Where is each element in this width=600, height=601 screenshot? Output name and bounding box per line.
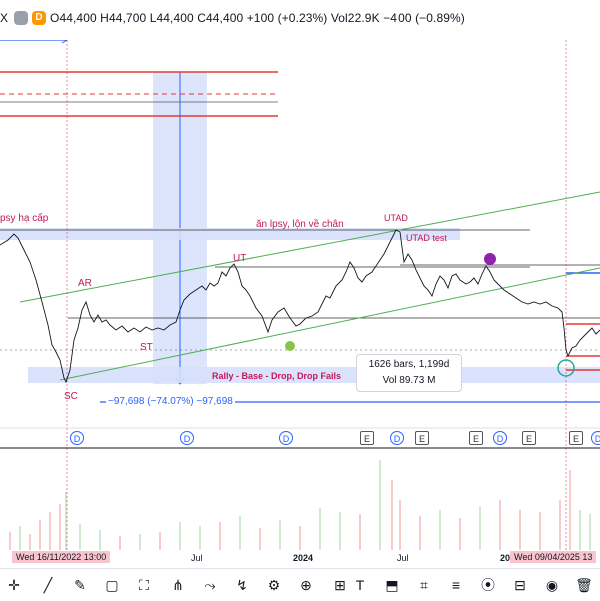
annotation-ar[interactable]: AR [78, 278, 92, 289]
drawing-toolbar: ✛ ╱ ✎ ▢ ⛶ ⋔ ⤳ ↯ ⚙ ⊕ ⊞ T ⬒ ⌗ ≡ ⦿ ⊟ ◉ 🗑 [0, 568, 600, 601]
delay-badge: D [32, 11, 47, 25]
dividend-event-icon[interactable]: D [279, 431, 293, 445]
channel-lower [59, 267, 600, 381]
ohlc-readout: O44,400 H44,700 L44,400 C44,400 +100 (+0… [50, 11, 465, 25]
forecast-icon[interactable]: ⤳ [204, 576, 216, 593]
dividend-event-icon[interactable]: D [180, 431, 194, 445]
annotation-st[interactable]: ST [140, 342, 153, 353]
visibility-icon[interactable]: ◉ [545, 576, 559, 593]
measure-volume: Vol 89.73 M [382, 375, 436, 386]
price-series [0, 229, 600, 384]
price-chart[interactable]: psy hạ cấp ăn lpsy, lộn về chân UTAD UTA… [0, 40, 600, 550]
crosshair-date-right: Wed 09/04/2025 13 [510, 551, 597, 563]
text-icon[interactable]: T [355, 577, 365, 593]
layers-icon[interactable]: ⊟ [514, 576, 526, 593]
delete-icon[interactable]: 🗑 [575, 576, 593, 593]
rectangle-icon[interactable]: ▢ [105, 576, 119, 593]
pattern-label[interactable]: Rally - Base - Drop, Drop Fails [212, 371, 342, 381]
brush-icon[interactable]: ✎ [74, 576, 86, 593]
ruler-icon[interactable]: ⊞ [334, 576, 346, 593]
measure-info-box: 1626 bars, 1,199d Vol 89.73 M [356, 354, 462, 392]
earnings-event-icon[interactable]: E [522, 431, 536, 445]
tick-jul-1: Jul [191, 553, 203, 563]
tick-2024: 2024 [293, 553, 314, 563]
settings-icon[interactable]: ⚙ [267, 576, 281, 593]
zoom-icon[interactable]: ⊕ [300, 576, 312, 593]
time-axis[interactable]: Wed 16/11/2022 13:00 Jul 2024 Jul 20 Wed… [0, 550, 600, 566]
supply-zone [0, 228, 460, 240]
pattern-icon[interactable]: ⋔ [172, 576, 184, 593]
annotation-utad[interactable]: UTAD [384, 213, 408, 223]
dividend-event-icon[interactable]: D [390, 431, 404, 445]
symbol-suffix[interactable]: X [0, 11, 9, 25]
dividend-event-icon[interactable]: D [493, 431, 507, 445]
lock-icon[interactable]: ⌗ [420, 576, 428, 593]
devil-icon [484, 253, 496, 265]
hide-icon[interactable]: ⦿ [481, 577, 495, 593]
annotation-lpsy[interactable]: ăn lpsy, lộn về chân [256, 219, 344, 230]
measure-change: −97,698 (−74.07%) −97,698 [106, 396, 235, 407]
status-badge [14, 11, 29, 25]
earnings-event-icon[interactable]: E [569, 431, 583, 445]
filter-icon[interactable]: ≡ [451, 577, 461, 593]
dividend-event-icon[interactable]: D [70, 431, 84, 445]
channel-upper [19, 191, 600, 303]
chart-canvas[interactable] [0, 40, 600, 550]
tick-year-right: 20 [500, 553, 511, 563]
symbol-header: X D O44,400 H44,700 L44,400 C44,400 +100… [0, 0, 600, 40]
line-tool-icon[interactable]: ╱ [43, 576, 53, 593]
measure-icon[interactable]: ↯ [236, 576, 248, 593]
earnings-event-icon[interactable]: E [415, 431, 429, 445]
magnet-icon[interactable]: ⬒ [385, 576, 399, 593]
measure-bars: 1626 bars, 1,199d [368, 359, 450, 370]
caterpillar-icon [285, 341, 295, 351]
marker-circle [557, 359, 575, 377]
annotation-sc[interactable]: SC [64, 391, 78, 402]
dividend-event-icon[interactable]: D [591, 431, 600, 445]
volume-histogram [9, 460, 591, 550]
crosshair-date-left: Wed 16/11/2022 13:00 [12, 551, 111, 563]
tick-jul-2: Jul [397, 553, 409, 563]
earnings-event-icon[interactable]: E [469, 431, 483, 445]
annotation-utad-test[interactable]: UTAD test [406, 233, 447, 243]
crosshair-icon[interactable]: ✛ [8, 576, 20, 593]
annotation-ut[interactable]: UT [233, 253, 247, 264]
earnings-event-icon[interactable]: E [360, 431, 374, 445]
fork-icon[interactable]: ⛶ [139, 576, 149, 593]
annotation-distribution[interactable]: psy hạ cấp [0, 213, 49, 224]
